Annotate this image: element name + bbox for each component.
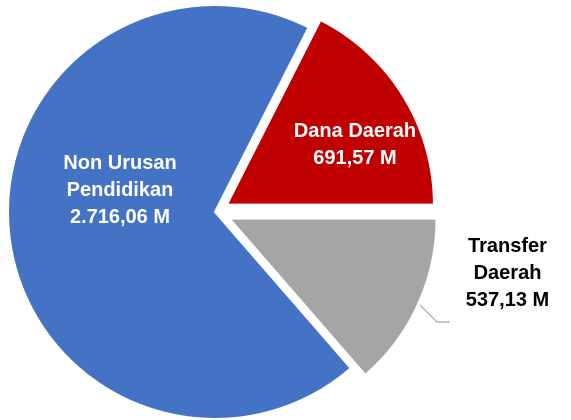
category-label: Dana Daerah bbox=[293, 120, 417, 142]
category-label: Transfer Daerah bbox=[468, 235, 547, 284]
value-label: 691,57 M bbox=[313, 147, 397, 169]
pie-slice bbox=[7, 4, 353, 420]
slice-label: Non Urusan Pendidikan 2.716,06 M bbox=[20, 150, 220, 231]
value-label: 2.716,06 M bbox=[69, 206, 171, 228]
slice-label: Transfer Daerah 537,13 M bbox=[440, 233, 571, 314]
value-label: 537,13 M bbox=[465, 289, 550, 311]
category-label: Non Urusan Pendidikan bbox=[63, 152, 177, 201]
pie-slice bbox=[227, 217, 438, 377]
leader-line bbox=[419, 304, 450, 323]
pie-slice bbox=[225, 18, 435, 206]
slice-label: Dana Daerah 691,57 M bbox=[290, 118, 420, 172]
